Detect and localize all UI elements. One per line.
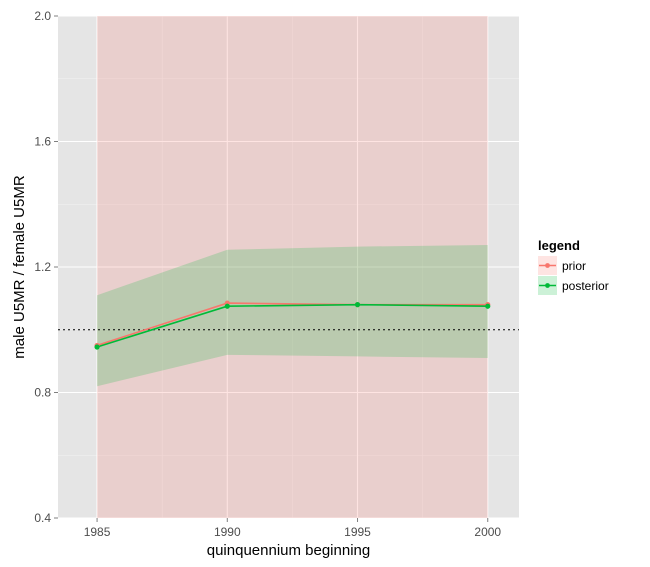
x-tick-label: 1985 (84, 525, 111, 539)
x-tick-label: 2000 (474, 525, 501, 539)
y-tick-label: 2.0 (34, 9, 51, 23)
legend-label-posterior: posterior (562, 279, 609, 293)
point-posterior (354, 302, 361, 308)
legend-key-point-prior (545, 263, 550, 268)
y-tick-label: 1.2 (34, 260, 51, 274)
x-tick-label: 1990 (214, 525, 241, 539)
line-posterior (96, 303, 488, 348)
point-posterior (485, 303, 491, 309)
series-points (94, 300, 491, 350)
legend-key-point-posterior (545, 283, 550, 288)
legend-label-prior: prior (562, 259, 586, 273)
legend: legend prior posterior (538, 238, 609, 295)
point-posterior (224, 303, 230, 309)
x-axis-title: quinquennium beginning (207, 542, 370, 559)
legend-items: prior posterior (538, 256, 609, 295)
y-tick-label: 1.6 (34, 135, 51, 149)
y-tick-label: 0.4 (34, 511, 51, 525)
y-axis: 0.4 0.8 1.2 1.6 2.0 (34, 9, 58, 525)
y-tick-label: 0.8 (34, 386, 51, 400)
uncertainty-bands (97, 16, 488, 518)
y-axis-title: male U5MR / female U5MR (11, 175, 28, 359)
legend-title: legend (538, 238, 580, 253)
major-gridlines (58, 15, 519, 519)
x-axis: 1985 1990 1995 2000 (84, 518, 501, 539)
x-tick-label: 1995 (344, 525, 371, 539)
point-posterior (94, 344, 100, 350)
band-prior (97, 16, 488, 518)
band-posterior (97, 245, 488, 387)
series-lines (96, 302, 488, 348)
